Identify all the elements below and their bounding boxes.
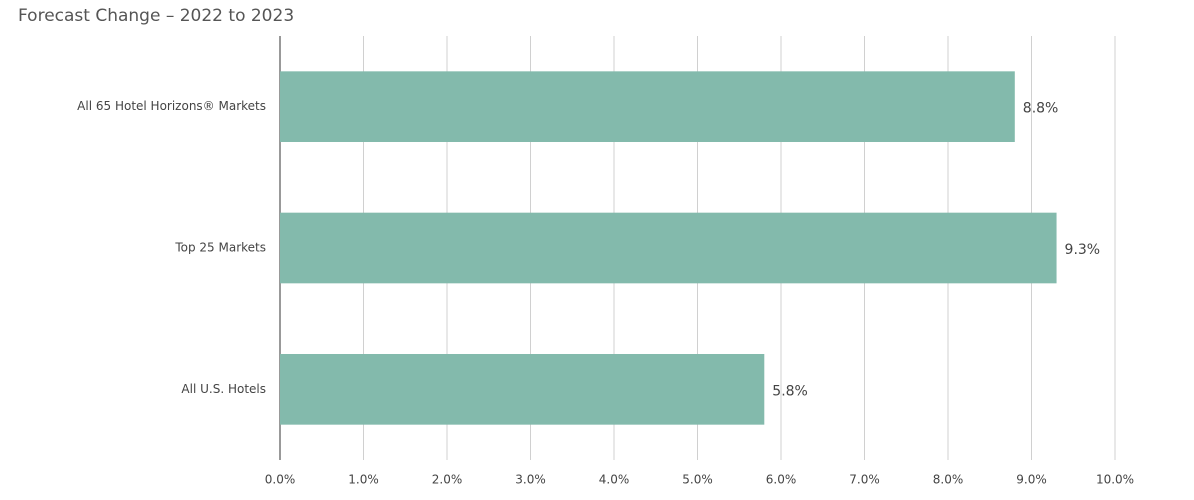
x-tick-label: 5.0% bbox=[682, 473, 713, 487]
x-tick-label: 2.0% bbox=[432, 473, 463, 487]
x-tick-label: 4.0% bbox=[599, 473, 630, 487]
bar bbox=[280, 71, 1015, 142]
x-tick-label: 6.0% bbox=[766, 473, 797, 487]
x-tick-label: 1.0% bbox=[348, 473, 379, 487]
y-tick-label: All U.S. Hotels bbox=[181, 382, 266, 396]
value-label: 8.8% bbox=[1023, 101, 1059, 117]
value-label: 9.3% bbox=[1065, 242, 1101, 258]
x-tick-label: 3.0% bbox=[515, 473, 546, 487]
value-label: 5.8% bbox=[772, 383, 808, 399]
y-tick-label: All 65 Hotel Horizons® Markets bbox=[77, 99, 266, 113]
y-tick-label: Top 25 Markets bbox=[174, 241, 266, 255]
bar bbox=[280, 354, 765, 425]
x-tick-label: 9.0% bbox=[1016, 473, 1047, 487]
chart-title: Forecast Change – 2022 to 2023 bbox=[18, 6, 294, 26]
bar bbox=[280, 212, 1057, 284]
x-tick-label: 7.0% bbox=[849, 473, 880, 487]
x-tick-label: 0.0% bbox=[265, 473, 296, 487]
x-tick-label: 8.0% bbox=[933, 473, 964, 487]
x-tick-label: 10.0% bbox=[1096, 473, 1134, 487]
